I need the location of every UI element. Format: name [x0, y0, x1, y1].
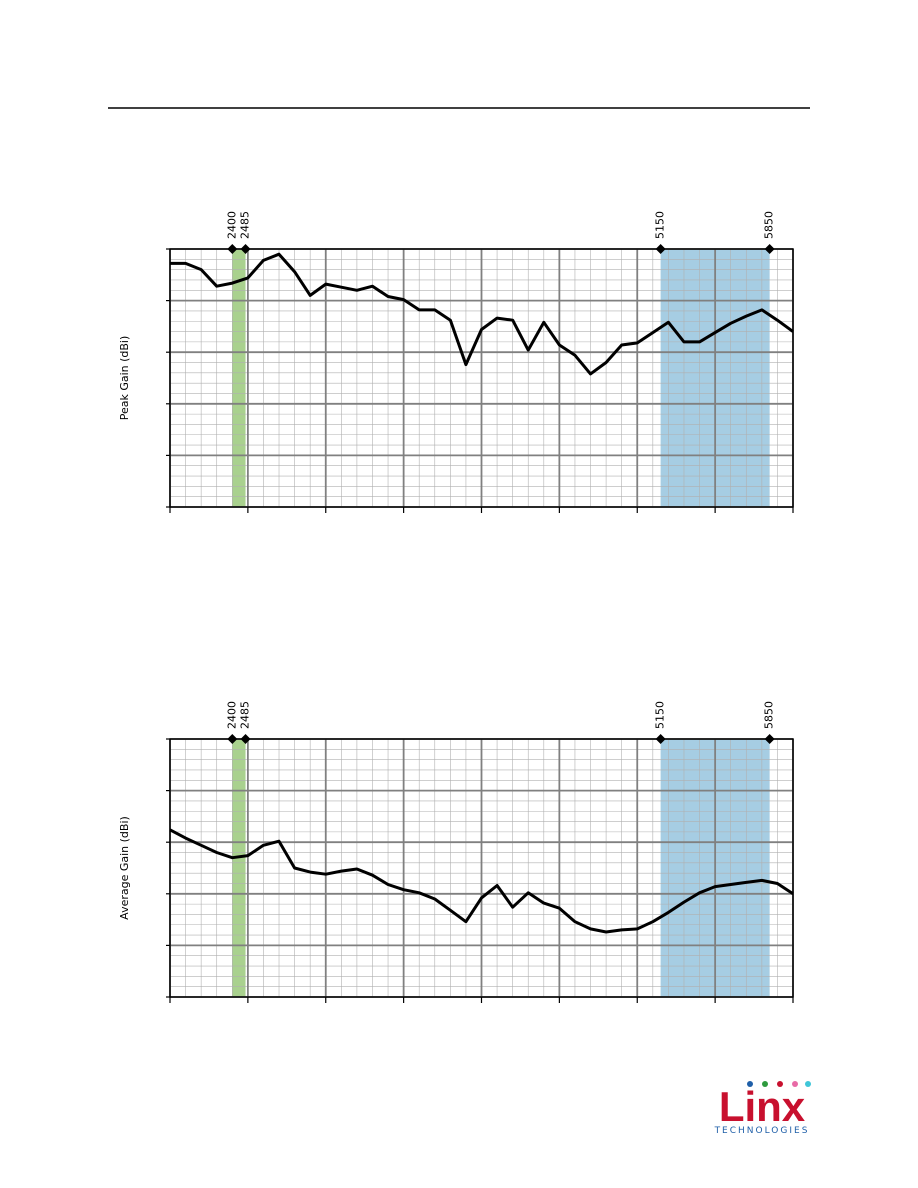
band-label: 2400 — [225, 701, 238, 729]
logo: Linx TECHNOLOGIES — [714, 1081, 811, 1136]
band-label: 5850 — [763, 701, 776, 729]
band-label: 2485 — [239, 211, 252, 239]
band-marker — [764, 734, 775, 744]
band-marker — [240, 244, 251, 254]
band-marker — [227, 734, 238, 744]
band — [232, 739, 246, 997]
logo-tagline: TECHNOLOGIES — [714, 1126, 810, 1136]
y-axis-label: Average Gain (dBi) — [118, 816, 131, 920]
plot-frame — [169, 248, 794, 508]
band-label: 2400 — [225, 211, 238, 239]
band-label: 5150 — [654, 701, 667, 729]
band-label: 2485 — [239, 701, 252, 729]
y-axis-label: Peak Gain (dBi) — [118, 336, 131, 421]
band-label: 5150 — [654, 211, 667, 239]
chart: 2400 2485 5150 5850 Peak Gain (dBi) — [118, 211, 794, 513]
logo-dot — [762, 1081, 768, 1087]
plot-frame — [169, 738, 794, 998]
band — [232, 249, 246, 507]
band-label: 5850 — [763, 211, 776, 239]
data-line — [169, 828, 794, 934]
band-marker — [227, 244, 238, 254]
band-marker — [655, 734, 666, 744]
band-marker — [655, 244, 666, 254]
logo-dot — [792, 1081, 798, 1087]
chart: 2400 2485 5150 5850 Average Gain (dBi) — [118, 701, 794, 1003]
data-line — [170, 252, 794, 376]
logo-dot — [747, 1081, 753, 1087]
logo-dot — [805, 1081, 811, 1087]
logo-dot — [777, 1081, 783, 1087]
band-marker — [764, 244, 775, 254]
band-marker — [240, 734, 251, 744]
logo-name: Linx — [719, 1083, 806, 1130]
